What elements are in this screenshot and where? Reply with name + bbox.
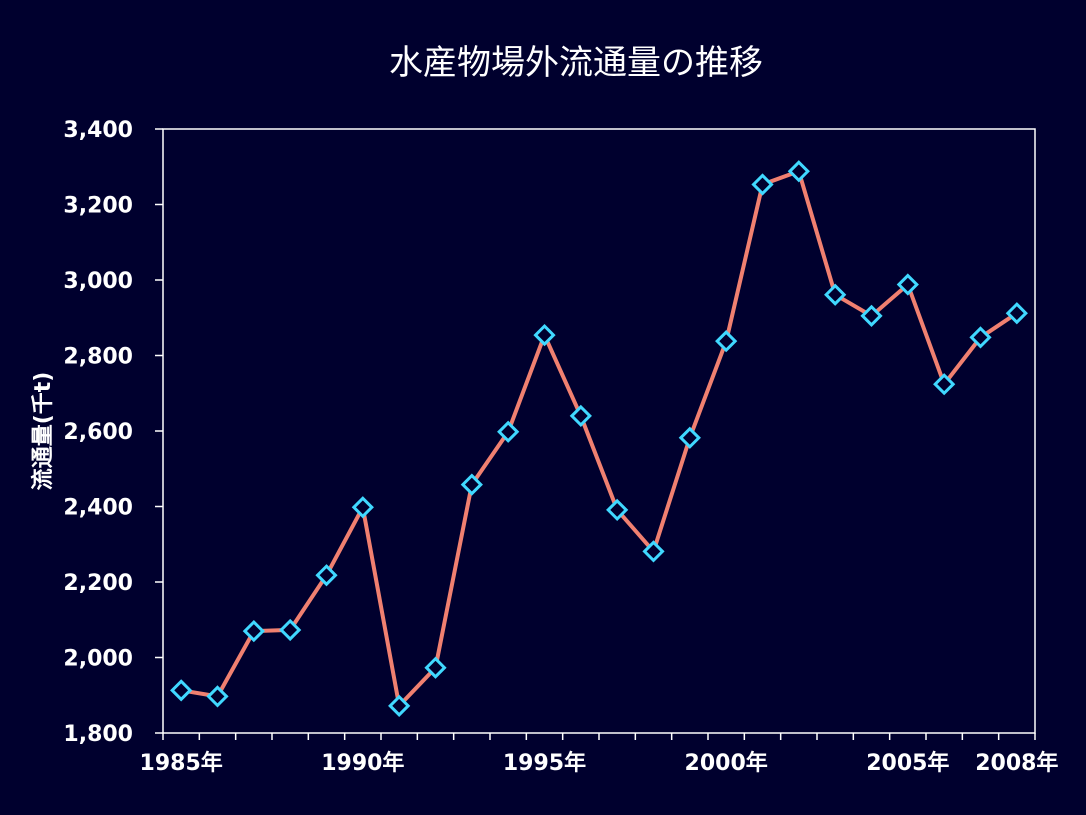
data-point-marker	[606, 498, 629, 522]
y-axis-title: 流通量(千t)	[30, 372, 56, 491]
data-point-marker	[969, 326, 992, 349]
series-line	[180, 169, 1018, 708]
data-point-marker	[279, 618, 302, 642]
data-point-marker	[424, 656, 447, 679]
data-point-marker	[860, 304, 883, 327]
data-point-marker	[388, 694, 411, 717]
plot-area-border	[162, 128, 1036, 734]
chart-title: 水産物場外流通量の推移	[389, 43, 763, 83]
y-tick-label: 2,000	[63, 647, 133, 672]
data-point-marker	[351, 496, 374, 519]
data-point-marker	[315, 564, 338, 587]
x-tick-label: 2005年	[866, 750, 949, 776]
data-point-marker	[533, 323, 556, 347]
y-axis: 1,800 2,000 2,200 2,400 2,600 2,800 3,000 3,200…	[63, 118, 163, 747]
y-tick-label: 2,200	[63, 571, 133, 596]
data-point-marker	[824, 283, 847, 306]
y-tick-label: 2,800	[63, 345, 133, 370]
data-point-marker	[787, 160, 810, 183]
data-point-marker	[460, 473, 483, 496]
data-point-marker	[206, 685, 229, 708]
y-tick-label: 2,600	[63, 420, 133, 445]
x-tick-label: 1995年	[503, 750, 586, 776]
data-point-marker	[1005, 302, 1028, 325]
data-point-marker	[896, 273, 919, 296]
y-tick-label: 2,400	[63, 496, 133, 521]
x-tick-label: 2008年	[975, 750, 1058, 776]
data-point-marker	[933, 373, 956, 396]
data-point-marker	[497, 420, 520, 443]
data-point-marker	[170, 679, 193, 702]
series-layer	[170, 160, 1028, 717]
x-tick-label: 1985年	[140, 750, 223, 776]
data-point-marker	[751, 173, 774, 196]
data-point-marker	[569, 404, 592, 428]
y-tick-label: 3,000	[63, 269, 133, 294]
x-tick-label: 1990年	[321, 750, 404, 776]
y-tick-label: 1,800	[63, 722, 133, 747]
x-tick-label: 2000年	[685, 750, 768, 776]
data-point-marker	[242, 619, 265, 643]
y-tick-label: 3,400	[63, 118, 133, 143]
y-tick-label: 3,200	[63, 194, 133, 219]
data-point-marker	[715, 330, 738, 353]
x-axis: 1985年 1990年 1995年 2000年 2005年 2008年	[140, 733, 1058, 776]
data-point-marker	[642, 540, 665, 563]
data-point-marker	[678, 426, 701, 449]
